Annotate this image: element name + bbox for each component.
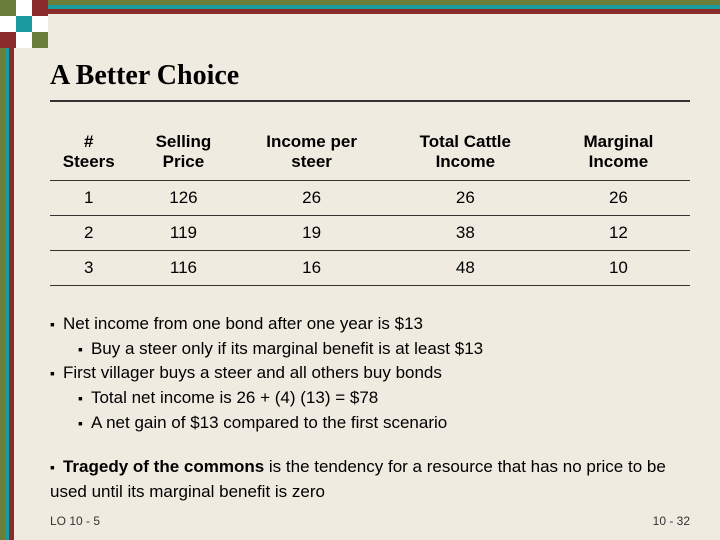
title-underline (50, 100, 690, 102)
table-cell: 12 (547, 216, 690, 251)
col-total-income: Total Cattle Income (384, 124, 547, 181)
bullet-block-1: Net income from one bond after one year … (50, 312, 690, 435)
table-cell: 1 (50, 181, 128, 216)
col-steers: # Steers (50, 124, 128, 181)
table-cell: 16 (239, 251, 383, 286)
table-cell: 10 (547, 251, 690, 286)
table-cell: 26 (239, 181, 383, 216)
left-border-stripes (0, 0, 14, 540)
cattle-table: # Steers Selling Price Income per steer … (50, 124, 690, 286)
bullet-item: Buy a steer only if its marginal benefit… (78, 337, 690, 362)
col-selling-price: Selling Price (128, 124, 240, 181)
slide-title: A Better Choice (50, 60, 690, 92)
corner-decoration (0, 0, 48, 48)
footer-right: 10 - 32 (653, 514, 690, 528)
table-cell: 3 (50, 251, 128, 286)
footer: LO 10 - 5 10 - 32 (50, 514, 690, 528)
table-row: 2119193812 (50, 216, 690, 251)
bullet-block-2: Tragedy of the commons is the tendency f… (50, 455, 690, 504)
table-cell: 126 (128, 181, 240, 216)
table-cell: 38 (384, 216, 547, 251)
table-cell: 48 (384, 251, 547, 286)
bullet-item: First villager buys a steer and all othe… (50, 361, 690, 386)
table-cell: 19 (239, 216, 383, 251)
bullet-item: A net gain of $13 compared to the first … (78, 411, 690, 436)
table-row: 1126262626 (50, 181, 690, 216)
col-marginal-income: Marginal Income (547, 124, 690, 181)
bullet-item: Total net income is 26 + (4) (13) = $78 (78, 386, 690, 411)
bullet-item: Tragedy of the commons is the tendency f… (50, 455, 690, 504)
table-cell: 119 (128, 216, 240, 251)
table-cell: 2 (50, 216, 128, 251)
table-row: 3116164810 (50, 251, 690, 286)
top-border-stripes (0, 0, 720, 14)
table-cell: 26 (384, 181, 547, 216)
table-cell: 116 (128, 251, 240, 286)
table-cell: 26 (547, 181, 690, 216)
col-income-per-steer: Income per steer (239, 124, 383, 181)
footer-left: LO 10 - 5 (50, 514, 100, 528)
bullet-item: Net income from one bond after one year … (50, 312, 690, 337)
